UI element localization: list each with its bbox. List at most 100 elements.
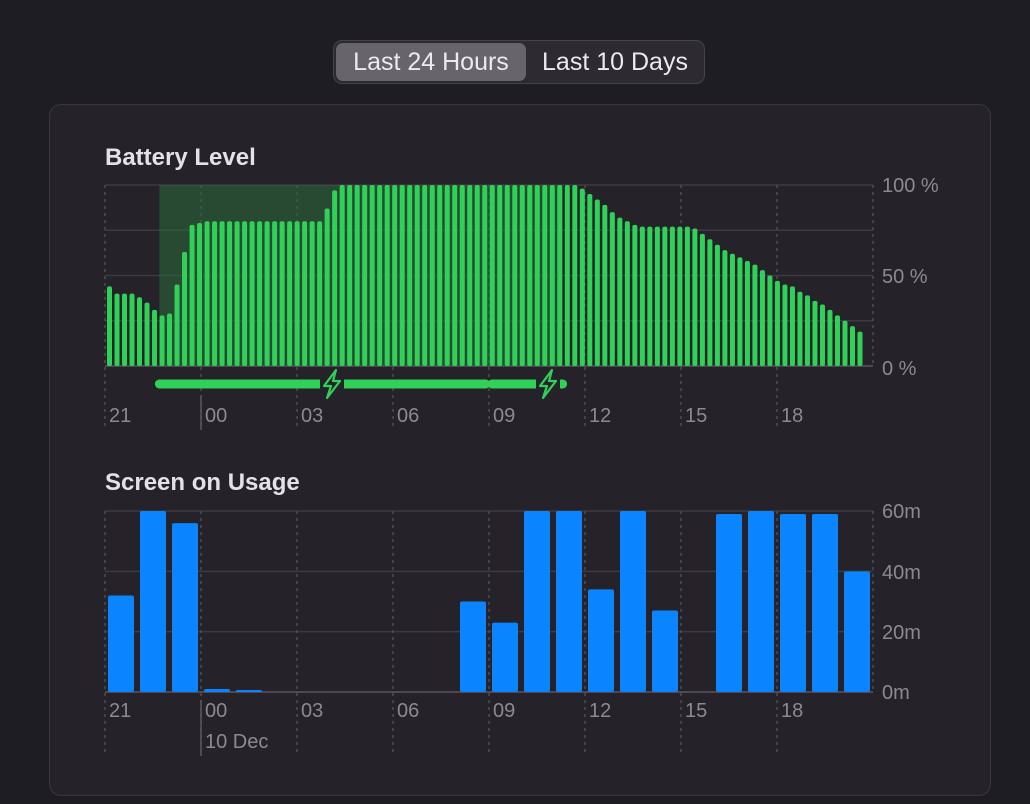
battery-bar — [669, 226, 675, 366]
battery-bar — [564, 185, 570, 366]
battery-bar — [744, 261, 750, 366]
battery-bar — [729, 253, 735, 366]
battery-bar — [392, 185, 398, 366]
battery-bar — [767, 275, 773, 366]
battery-bar — [264, 221, 270, 366]
battery-bar — [204, 221, 210, 366]
battery-bar — [647, 226, 653, 366]
battery-bar — [834, 315, 840, 366]
battery-bar — [602, 204, 608, 366]
battery-bar — [624, 221, 630, 366]
last-24-hours-tab[interactable]: Last 24 Hours — [336, 43, 526, 81]
battery-bar — [152, 309, 158, 366]
battery-bar — [302, 221, 308, 366]
battery-bar — [444, 185, 450, 366]
battery-bar — [632, 224, 638, 366]
battery-bar — [534, 185, 540, 366]
time-range-segmented-control: Last 24 Hours Last 10 Days — [333, 40, 705, 84]
battery-bar — [699, 233, 705, 366]
lightning-bolt-icon — [322, 368, 342, 400]
battery-bar — [339, 185, 345, 366]
battery-x-tick-label: 06 — [397, 405, 419, 427]
battery-bar — [857, 331, 863, 366]
battery-bar — [227, 221, 233, 366]
battery-bar — [504, 185, 510, 366]
battery-bar — [542, 185, 548, 366]
battery-y-tick-label: 50 % — [882, 266, 928, 288]
last-10-days-tab[interactable]: Last 10 Days — [542, 47, 688, 76]
battery-bar — [309, 221, 315, 366]
battery-bar — [354, 185, 360, 366]
battery-bar — [182, 251, 188, 366]
battery-x-tick-label: 12 — [589, 405, 611, 427]
battery-bar — [662, 226, 668, 366]
battery-bar — [174, 284, 180, 366]
battery-bar — [482, 185, 488, 366]
battery-y-tick-label: 0 % — [882, 358, 917, 380]
battery-bar — [849, 326, 855, 366]
battery-x-tick-label: 03 — [301, 405, 323, 427]
battery-bar — [819, 304, 825, 366]
battery-bar — [129, 293, 135, 366]
battery-bar — [414, 185, 420, 366]
battery-bar — [362, 185, 368, 366]
battery-bar — [114, 293, 120, 366]
battery-bar — [789, 286, 795, 366]
battery-bar — [242, 221, 248, 366]
battery-bar — [519, 185, 525, 366]
battery-bar — [197, 223, 203, 366]
battery-level-title: Battery Level — [105, 144, 256, 171]
battery-bar — [167, 313, 173, 366]
battery-bar — [369, 185, 375, 366]
battery-bar — [549, 185, 555, 366]
battery-bar — [234, 221, 240, 366]
battery-bar — [144, 302, 150, 366]
battery-bar — [219, 221, 225, 366]
battery-bar — [527, 185, 533, 366]
battery-bar — [324, 208, 330, 366]
battery-bar — [489, 185, 495, 366]
battery-bar — [294, 221, 300, 366]
battery-x-tick-label: 09 — [493, 405, 515, 427]
lightning-bolt-icon — [538, 368, 558, 400]
battery-bar — [407, 185, 413, 366]
battery-bar — [459, 185, 465, 366]
battery-bar — [684, 226, 690, 366]
battery-bar — [654, 226, 660, 366]
battery-bar — [279, 221, 285, 366]
battery-bar — [317, 221, 323, 366]
battery-bar — [347, 185, 353, 366]
battery-bar — [579, 188, 585, 366]
battery-bar — [707, 239, 713, 366]
battery-bar — [189, 224, 195, 366]
battery-bar — [422, 185, 428, 366]
battery-x-tick-label: 00 — [205, 405, 227, 427]
battery-bar — [759, 270, 765, 366]
battery-bar — [722, 250, 728, 366]
battery-x-tick-label: 18 — [781, 405, 803, 427]
battery-bar — [377, 185, 383, 366]
battery-bar — [737, 257, 743, 366]
battery-bar — [692, 228, 698, 366]
battery-bar — [812, 300, 818, 366]
battery-bar — [159, 315, 165, 366]
battery-x-tick-label: 15 — [685, 405, 707, 427]
battery-bar — [774, 280, 780, 366]
battery-bar — [714, 244, 720, 366]
battery-bar — [429, 185, 435, 366]
battery-bar — [212, 221, 218, 366]
battery-bar — [257, 221, 263, 366]
battery-bar — [497, 185, 503, 366]
battery-bar — [452, 185, 458, 366]
battery-bar — [752, 264, 758, 366]
battery-bar — [399, 185, 405, 366]
battery-bar — [272, 221, 278, 366]
battery-bar — [587, 194, 593, 366]
battery-bar — [137, 297, 143, 366]
battery-x-tick-label: 21 — [109, 405, 131, 427]
charging-period-highlight — [159, 185, 563, 366]
battery-bar — [384, 185, 390, 366]
battery-bar — [572, 185, 578, 366]
battery-bar — [557, 185, 563, 366]
